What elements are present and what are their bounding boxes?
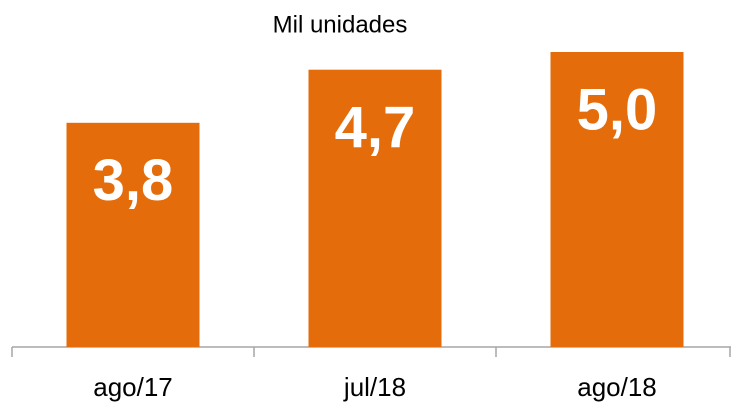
x-tick-label: ago/18 [577, 372, 657, 402]
bar [550, 52, 684, 347]
value-label: 3,8 [93, 148, 174, 213]
bar [308, 69, 442, 347]
x-tick-label: ago/17 [93, 372, 173, 402]
value-label: 4,7 [335, 95, 416, 160]
bar [66, 122, 200, 347]
chart-title: Mil unidades [273, 11, 408, 38]
x-tick-label: jul/18 [343, 372, 406, 402]
value-label: 5,0 [577, 77, 658, 142]
